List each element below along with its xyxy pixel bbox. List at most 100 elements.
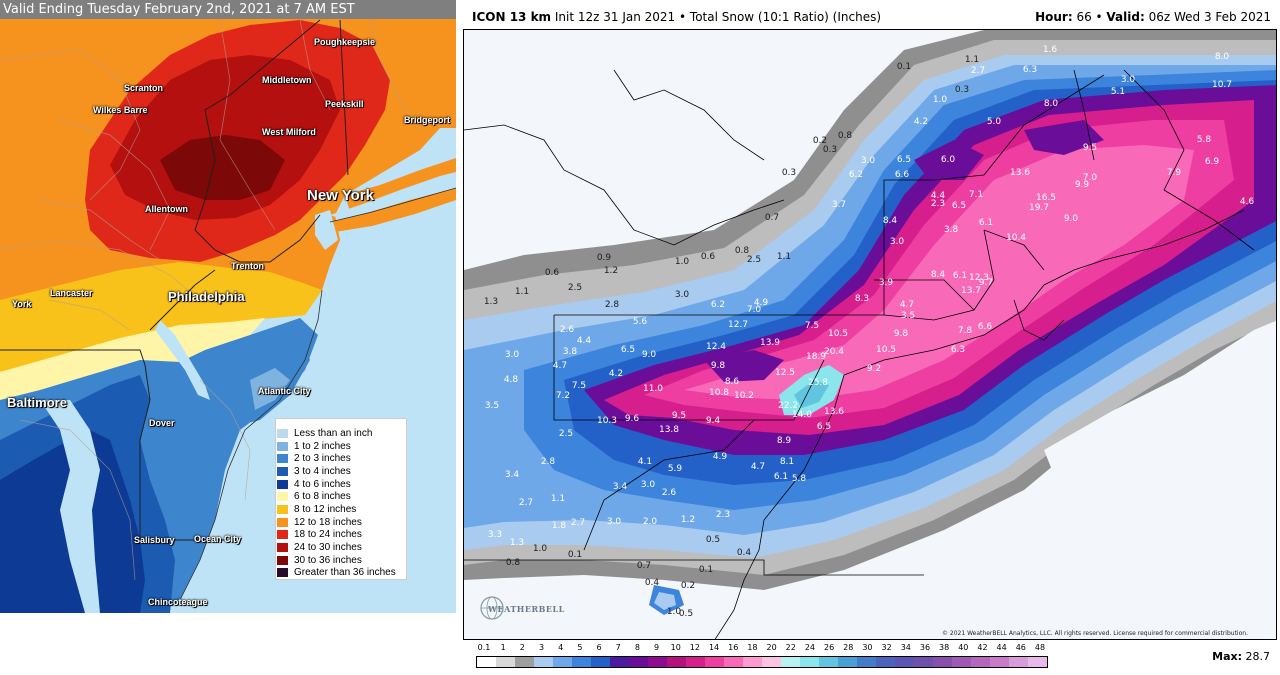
snow-value: 4.1 [637, 457, 653, 467]
snow-value: 6.1 [952, 271, 968, 281]
snow-value: 1.6 [1042, 45, 1058, 55]
colorbar-segment [952, 657, 971, 667]
snow-value: 12.4 [705, 342, 727, 352]
snowfall-forecast-map: 0.1 1.1 2.7 6.3 1.6 8.0 10.7 3.0 5.1 0.3… [463, 29, 1277, 640]
snow-value: 6.5 [896, 155, 912, 165]
legend-swatch [277, 466, 288, 476]
city-label: Trenton [231, 261, 264, 271]
snow-value: 13.7 [960, 286, 982, 296]
snow-value: 3.9 [878, 278, 894, 288]
colorbar-tick-label: 4 [558, 643, 564, 652]
snow-value: 4.7 [750, 462, 766, 472]
city-label: Dover [149, 418, 175, 428]
snow-value: 1.8 [551, 521, 567, 531]
legend-item: 1 to 2 inches [276, 440, 406, 453]
legend-item: Greater than 36 inches [276, 567, 406, 580]
snow-value: 5.1 [1110, 87, 1126, 97]
snow-value: 2.6 [661, 488, 677, 498]
snow-value: 9.5 [1082, 143, 1098, 153]
colorbar-segment [686, 657, 705, 667]
colorbar-segment [781, 657, 800, 667]
legend-label: 4 to 6 inches [294, 478, 351, 490]
snow-value: 7.5 [804, 321, 820, 331]
snow-value: 2.8 [604, 300, 620, 310]
snow-value: 8.0 [1043, 99, 1059, 109]
city-label: Middletown [262, 75, 312, 85]
valid-label: Valid: [1106, 10, 1145, 24]
model-title: ICON 13 km Init 12z 31 Jan 2021 • Total … [472, 10, 881, 24]
snow-value: 9.8 [893, 329, 909, 339]
snow-value: 3.0 [504, 350, 520, 360]
snow-value: 8.4 [930, 270, 946, 280]
colorbar-tick-label: 20 [766, 643, 777, 652]
snow-value: 4.2 [608, 369, 624, 379]
colorbar-segment [515, 657, 534, 667]
snow-value: 6.6 [977, 322, 993, 332]
snow-value: 0.4 [736, 548, 752, 558]
snow-value: 4.2 [913, 117, 929, 127]
snow-value: 2.0 [642, 517, 658, 527]
snow-value: 7.5 [571, 381, 587, 391]
model-description: Init 12z 31 Jan 2021 • Total Snow (10:1 … [551, 10, 882, 24]
snow-value: 2.5 [558, 429, 574, 439]
snow-value: 3.0 [640, 480, 656, 490]
snow-value: 6.3 [950, 345, 966, 355]
city-label: Bridgeport [404, 115, 450, 125]
snow-value: 10.4 [1005, 233, 1027, 243]
legend-item: 8 to 12 inches [276, 503, 406, 516]
snow-value: 2.5 [567, 283, 583, 293]
colorbar-segment [667, 657, 686, 667]
hour-value: 66 • [1072, 10, 1107, 24]
snow-value: 0.8 [837, 131, 853, 141]
colorbar-tick-label: 46 [1015, 643, 1026, 652]
snow-value: 4.9 [753, 298, 769, 308]
snow-value: 5.9 [667, 464, 683, 474]
snow-value: 4.7 [899, 300, 915, 310]
snow-value: 13.6 [823, 407, 845, 417]
legend-label: Less than an inch [294, 427, 373, 439]
colorbar-segment [724, 657, 743, 667]
snow-value: 6.6 [894, 170, 910, 180]
copyright-notice: © 2021 WeatherBELL Analytics, LLC. All r… [942, 630, 1248, 637]
snow-value: 0.1 [896, 62, 912, 72]
colorbar-tick-label: 16 [728, 643, 739, 652]
colorbar-segment [705, 657, 724, 667]
colorbar-tick-label: 12 [689, 643, 700, 652]
snow-value: 5.0 [986, 117, 1002, 127]
snow-value: 6.1 [773, 472, 789, 482]
snow-value: 3.0 [889, 237, 905, 247]
colorbar-tick-label: 2 [519, 643, 525, 652]
snow-value: 9.9 [1074, 180, 1090, 190]
snow-value: 22.2 [777, 401, 799, 411]
colorbar-tick-label: 38 [939, 643, 950, 652]
snow-value: 7.2 [555, 391, 571, 401]
city-label: Wilkes Barre [93, 105, 148, 115]
city-label: Poughkeepsie [314, 37, 376, 47]
legend-swatch [277, 441, 288, 451]
colorbar-tick-label: 0.1 [477, 643, 491, 652]
snow-value: 0.7 [636, 561, 652, 571]
colorbar-tick-label: 24 [804, 643, 816, 652]
colorbar-strip [476, 656, 1048, 668]
colorbar-segment [553, 657, 572, 667]
snow-value: 13.9 [759, 338, 781, 348]
legend-item: 12 to 18 inches [276, 516, 406, 529]
model-name: ICON 13 km [472, 10, 552, 24]
colorbar-segment [534, 657, 553, 667]
forecast-graphic [464, 30, 1276, 639]
snow-value: 0.1 [567, 550, 583, 560]
city-label: Scranton [124, 83, 164, 93]
snow-value: 0.5 [705, 535, 721, 545]
nws-snowfall-map: Valid Ending Tuesday February 2nd, 2021 … [0, 0, 456, 613]
snow-value: 0.8 [734, 246, 750, 256]
snow-value: 4.4 [930, 191, 946, 201]
colorbar-segment [895, 657, 914, 667]
snow-value: 1.3 [483, 297, 499, 307]
weatherbell-logo: WEATHERBELL [478, 590, 564, 632]
snow-value: 6.5 [816, 422, 832, 432]
legend-label: Greater than 36 inches [294, 567, 396, 579]
legend-swatch [277, 517, 288, 527]
legend-swatch [277, 530, 288, 540]
snow-value: 0.6 [544, 268, 560, 278]
city-label: Philadelphia [168, 289, 245, 304]
